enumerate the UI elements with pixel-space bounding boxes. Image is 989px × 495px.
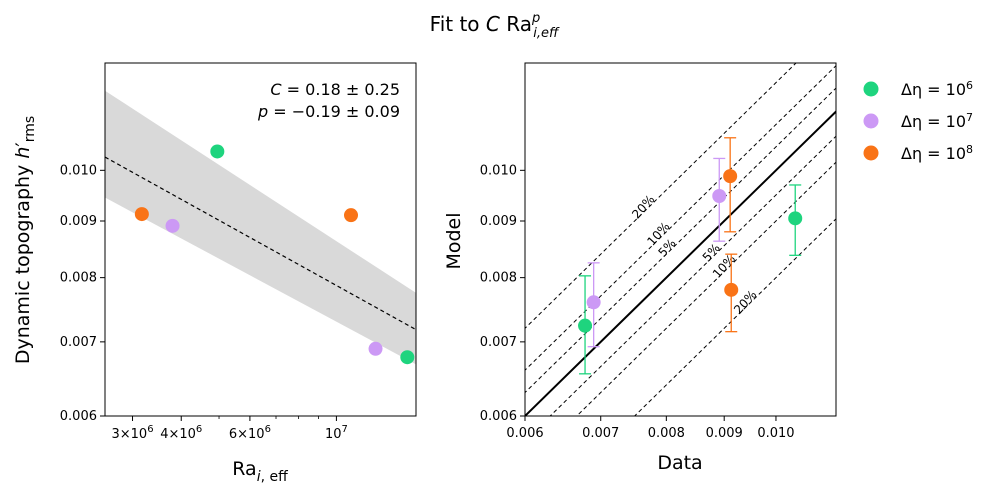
left-xtick-label-0: 3×106 [111, 424, 153, 442]
right-x-axis-label: Data [657, 452, 702, 474]
right-xtick-label-4: 0.010 [757, 426, 794, 441]
left-ytick-label-2: 0.008 [60, 271, 97, 286]
reference-line-0 [525, 110, 836, 416]
left-xtick-label-3: 107 [325, 424, 348, 442]
left-ytick-label-0: 0.006 [60, 409, 97, 424]
left-ytick-label-1: 0.007 [60, 335, 97, 350]
legend-marker-2 [863, 145, 879, 161]
right-point-s0-0 [578, 318, 593, 333]
fit-confidence-band [105, 90, 416, 365]
legend-marker-1 [863, 113, 879, 129]
figure-title: Fit to C Rap i,eff [430, 11, 560, 41]
right-panel: 20%10%5% 5%10%20% 0.006 0.007 0.008 0.009 0.0… [443, 62, 837, 474]
left-point-s1-0 [165, 218, 180, 233]
right-axes-frame [524, 62, 837, 417]
right-ytick-label-3: 0.009 [480, 214, 517, 229]
right-xtick-label-2: 0.008 [648, 426, 685, 441]
left-axes-frame [104, 62, 417, 417]
legend-label-1: Δη = 107 [901, 111, 973, 131]
right-xtick-label-0: 0.006 [506, 426, 543, 441]
legend-marker-0 [863, 81, 879, 97]
left-y-axis-label: Dynamic topography h′rms [12, 116, 38, 364]
left-ytick-label-3: 0.009 [60, 214, 97, 229]
left-xtick-label-2: 6×106 [229, 424, 271, 442]
right-ytick-label-2: 0.008 [480, 271, 517, 286]
right-y-axis-label: Model [443, 212, 465, 269]
legend-label-0: Δη = 106 [901, 79, 973, 99]
right-xtick-label-3: 0.009 [706, 426, 743, 441]
left-annotation-p: p = −0.19 ± 0.09 [257, 102, 400, 121]
right-ytick-label-4: 0.010 [480, 163, 517, 178]
left-point-s2-0 [134, 207, 149, 222]
left-ytick-label-4: 0.010 [60, 163, 97, 178]
right-ytick-label-1: 0.007 [480, 335, 517, 350]
left-point-s0-0 [210, 144, 225, 159]
left-point-s1-1 [368, 341, 383, 356]
left-point-s2-1 [344, 208, 359, 223]
right-point-s1-0 [586, 295, 601, 310]
right-point-s0-1 [788, 211, 803, 226]
left-xtick-label-1: 4×106 [160, 424, 202, 442]
left-x-axis-label: Rai, eff [232, 458, 288, 485]
right-ytick-label-0: 0.006 [480, 409, 517, 424]
left-panel: 3×106 4×106 6×106 107 0.006 0.007 0.008 0.009 0… [12, 62, 417, 485]
fit-line [105, 156, 416, 331]
left-annotation-c: C = 0.18 ± 0.25 [270, 80, 400, 99]
legend: Δη = 106 Δη = 107 Δη = 108 [863, 79, 973, 163]
left-point-s0-1 [400, 350, 415, 365]
right-point-s2-0 [723, 169, 738, 184]
right-xtick-label-1: 0.007 [582, 426, 619, 441]
right-point-s1-1 [712, 189, 727, 204]
legend-label-2: Δη = 108 [901, 143, 973, 163]
right-point-s2-1 [724, 282, 739, 297]
reference-label-0: 20% [629, 192, 657, 221]
